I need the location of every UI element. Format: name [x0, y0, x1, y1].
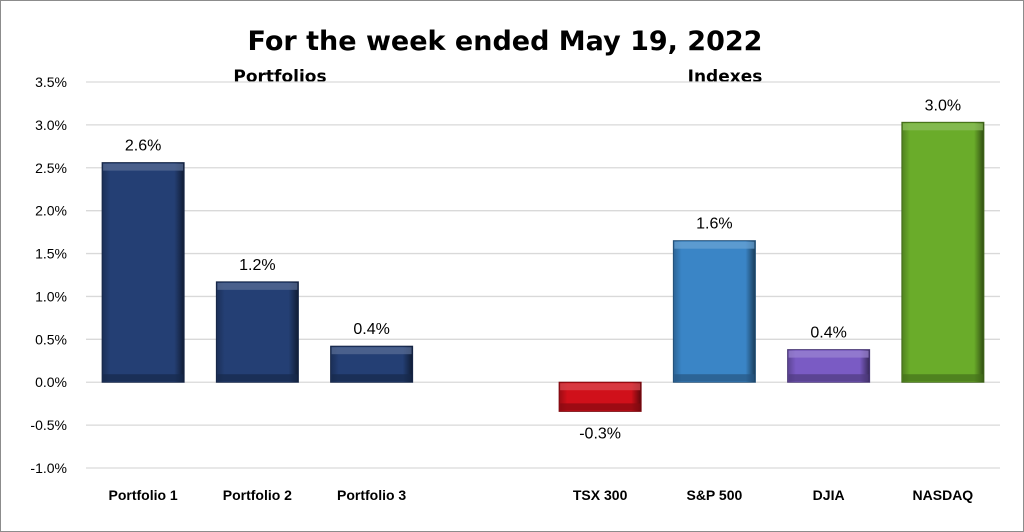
bar-highlight — [560, 383, 641, 391]
bar-shadow — [217, 374, 298, 382]
bar-highlight — [788, 350, 869, 358]
group-label-indexes: Indexes — [688, 67, 763, 87]
data-label: 0.4% — [353, 321, 389, 338]
x-tick-label: Portfolio 2 — [223, 487, 292, 503]
y-tick-label: -0.5% — [30, 417, 67, 433]
bar-highlight — [331, 347, 412, 355]
y-tick-label: 0.0% — [35, 374, 67, 390]
x-tick-label: Portfolio 1 — [109, 487, 178, 503]
x-tick-label: DJIA — [813, 487, 845, 503]
group-label-portfolios: Portfolios — [233, 67, 326, 87]
bar-shadow — [103, 374, 184, 382]
bar-shadow — [674, 374, 755, 382]
bar-highlight — [217, 282, 298, 290]
x-tick-label: NASDAQ — [913, 487, 974, 503]
bar — [901, 121, 985, 383]
data-label: 2.6% — [125, 138, 161, 155]
x-tick-label: TSX 300 — [573, 487, 628, 503]
y-tick-label: 3.0% — [35, 117, 67, 133]
bar-highlight — [902, 123, 983, 131]
x-tick-label: S&P 500 — [686, 487, 742, 503]
y-tick-label: 2.0% — [35, 203, 67, 219]
bar-shadow — [560, 403, 641, 411]
data-label: -0.3% — [579, 425, 621, 442]
y-tick-label: 0.5% — [35, 331, 67, 347]
y-tick-label: -1.0% — [30, 460, 67, 476]
bar-shadow — [331, 374, 412, 382]
bar — [101, 162, 185, 383]
y-tick-label: 1.0% — [35, 288, 67, 304]
bar-shadow — [788, 374, 869, 382]
x-tick-label: Portfolio 3 — [337, 487, 406, 503]
y-tick-label: 3.5% — [35, 74, 67, 90]
data-label: 3.0% — [925, 97, 961, 114]
y-tick-label: 2.5% — [35, 160, 67, 176]
chart-title: For the week ended May 19, 2022 — [248, 26, 763, 57]
bar — [672, 240, 756, 383]
bar-highlight — [674, 241, 755, 249]
data-label: 1.2% — [239, 257, 275, 274]
bar — [215, 281, 299, 383]
data-label: 0.4% — [810, 325, 846, 342]
y-tick-label: 1.5% — [35, 246, 67, 262]
data-label: 1.6% — [696, 216, 732, 233]
bar-highlight — [103, 163, 184, 171]
bar-shadow — [902, 374, 983, 382]
